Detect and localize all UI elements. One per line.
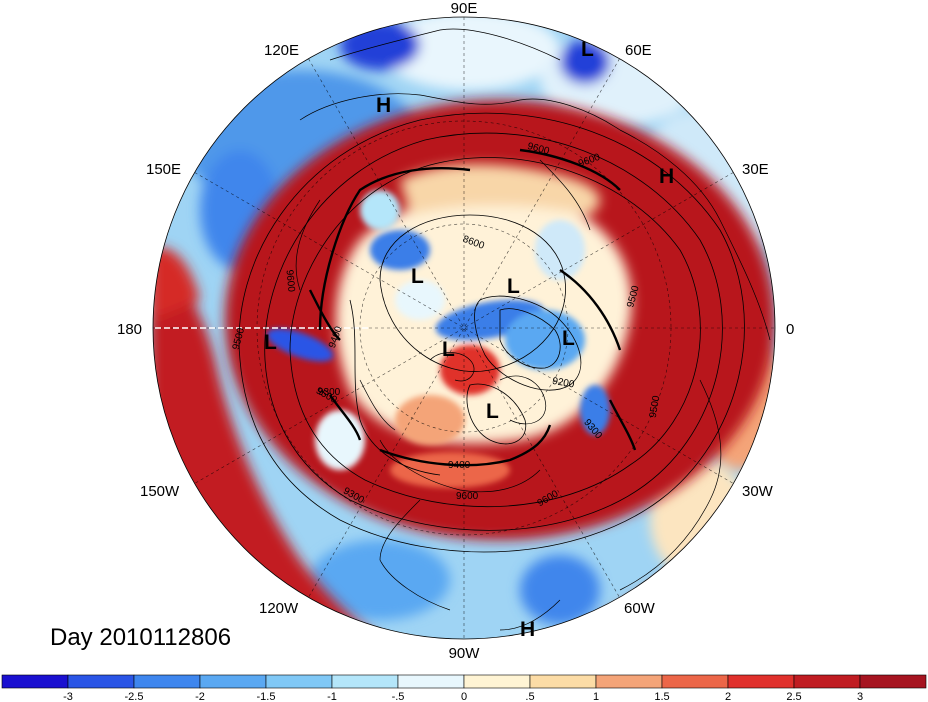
colorbar-box — [397, 674, 465, 689]
contour-label: 9200 — [551, 376, 575, 391]
colorbar-box — [859, 674, 927, 689]
lon-label-120w: 120W — [259, 600, 299, 617]
colorbar-box — [529, 674, 597, 689]
colorbar-tick-label: -2 — [195, 691, 205, 702]
low-marker: L — [264, 331, 277, 354]
colorbar-box — [265, 674, 333, 689]
lon-label-150w: 150W — [140, 483, 180, 500]
colorbar-tick-label: 0 — [461, 691, 467, 702]
colorbar-boxes — [1, 674, 927, 689]
map-boundary — [152, 16, 776, 640]
pressure-centers: L H H L L L L L L H — [264, 38, 674, 641]
contour-label: 9300 — [318, 387, 341, 398]
colorbar-tick-label: 3 — [857, 691, 863, 702]
colorbar-box — [67, 674, 135, 689]
colorbar-tick-label: -1.5 — [257, 691, 276, 702]
colorbar-box — [199, 674, 267, 689]
lon-label-180: 180 — [117, 321, 142, 338]
low-marker: L — [581, 38, 594, 61]
contour-labels: 9600 9600 8600 9500 9600 9400 9500 9200 … — [231, 141, 663, 509]
colorbar-box — [331, 674, 399, 689]
colorbar-tick-label: 1 — [593, 691, 599, 702]
low-marker: L — [442, 338, 455, 361]
high-marker: H — [376, 94, 391, 117]
colorbar-box — [595, 674, 663, 689]
colorbar-box — [463, 674, 531, 689]
lon-label-150e: 150E — [146, 161, 181, 178]
longitude-labels: 90E 60E 120E 30E 150E 0 180 30W 150W 60W… — [117, 0, 794, 662]
contour-label: 9600 — [284, 269, 297, 293]
lon-label-60w: 60W — [624, 600, 656, 617]
lon-label-90w: 90W — [449, 645, 481, 662]
colorbar-tick-label: -2.5 — [125, 691, 144, 702]
shaded-anomaly-field — [153, 17, 775, 639]
lon-label-120e: 120E — [264, 42, 299, 59]
low-marker: L — [411, 265, 424, 288]
high-marker: H — [520, 618, 535, 641]
colorbar-tick-label: -.5 — [392, 691, 405, 702]
low-marker: L — [507, 275, 520, 298]
low-marker: L — [562, 327, 575, 350]
high-marker: H — [659, 165, 674, 188]
contour-label: 9400 — [448, 460, 471, 471]
colorbar-box — [793, 674, 861, 689]
low-marker: L — [486, 400, 499, 423]
colorbar-tick-label: 2.5 — [786, 691, 801, 702]
contour-label: 9500 — [648, 394, 663, 418]
colorbar-tick-label: .5 — [525, 691, 534, 702]
lon-label-30e: 30E — [742, 161, 769, 178]
lon-label-60e: 60E — [625, 42, 652, 59]
colorbar-tick-label: -1 — [327, 691, 337, 702]
figure-title: Day 2010112806 — [50, 624, 231, 651]
colorbar-tick-label: 2 — [725, 691, 731, 702]
colorbar-box — [1, 674, 69, 689]
colorbar: -3 -2.5 -2 -1.5 -1 -.5 0 .5 1 1.5 2 2.5 3 — [1, 674, 927, 702]
colorbar-box — [661, 674, 729, 689]
colorbar-tick-label: 1.5 — [654, 691, 669, 702]
lon-label-90e: 90E — [451, 0, 478, 17]
colorbar-ticks: -3 -2.5 -2 -1.5 -1 -.5 0 .5 1 1.5 2 2.5 3 — [63, 691, 863, 702]
height-contours — [238, 112, 745, 553]
lon-label-0: 0 — [786, 321, 794, 338]
colorbar-box — [133, 674, 201, 689]
colorbar-box — [727, 674, 795, 689]
lon-label-30w: 30W — [742, 483, 774, 500]
colorbar-tick-label: -3 — [63, 691, 73, 702]
contour-label: 9600 — [456, 491, 479, 502]
